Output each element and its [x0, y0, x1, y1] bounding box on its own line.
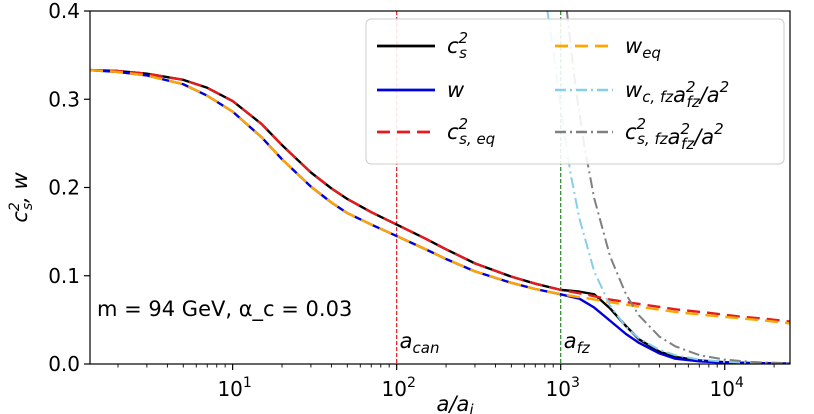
series-weq [90, 68, 790, 325]
legend-label-cs2eq: c2 s, eq [447, 115, 495, 148]
legend-box [365, 18, 785, 165]
axis-ticks: 0.0 0.1 0.2 0.3 0.4 101 102 103 104 [48, 0, 775, 401]
ytick-label: 0.1 [48, 264, 80, 288]
xtick-label: 104 [710, 375, 744, 401]
ytick-label: 0.4 [48, 0, 80, 23]
ytick-label: 0.3 [48, 87, 80, 111]
ytick-label: 0.2 [48, 176, 80, 200]
vline-label-fz: afz [564, 329, 591, 357]
xtick-label: 103 [546, 375, 580, 401]
annotations: a/ai c2s, w acan afz m = 94 GeV, α_c = 0.03 [7, 172, 591, 414]
vline-label-can: acan [400, 329, 440, 357]
series-cs2eq [90, 68, 790, 323]
legend-label-csfz: c2 s, fza2 fz/a2 [625, 115, 724, 153]
params-annotation: m = 94 GeV, α_c = 0.03 [97, 297, 352, 322]
xtick-label: 101 [217, 375, 251, 401]
ytick-label: 0.0 [48, 352, 80, 376]
vertical-lines [396, 11, 562, 364]
legend-label-weq: weq [625, 34, 661, 62]
legend: c2 s w c2 s, eq weq wc, fza2 fz/a2 c2 s, fza2 fz/a… [365, 18, 785, 165]
legend-label-cs2: c2 s [447, 29, 468, 62]
xtick-label: 102 [381, 375, 415, 401]
legend-label-w: w [447, 78, 465, 102]
y-axis-label: c2s, w [7, 172, 36, 223]
x-axis-label: a/ai [437, 392, 475, 414]
legend-label-wcfz: wc, fza2 fz/a2 [625, 78, 729, 111]
